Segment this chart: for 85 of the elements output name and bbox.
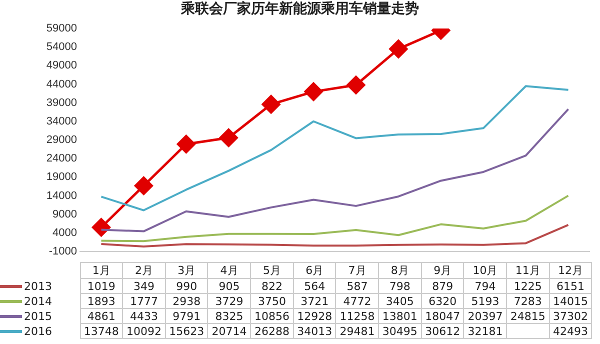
data-label: 6320 bbox=[421, 294, 464, 308]
data-label: 20714 bbox=[208, 324, 251, 338]
data-label: 4772 bbox=[336, 294, 379, 308]
data-label: 6151 bbox=[549, 278, 592, 294]
point bbox=[92, 218, 110, 237]
point bbox=[219, 128, 238, 148]
data-label: 879 bbox=[421, 278, 464, 294]
y-tick-label: 49000 bbox=[46, 60, 77, 72]
data-label: 24815 bbox=[506, 308, 550, 324]
x-tick-label: 1月 bbox=[80, 262, 123, 278]
point bbox=[389, 40, 408, 58]
data-label: 30495 bbox=[378, 324, 422, 338]
data-label: 3729 bbox=[208, 294, 251, 308]
data-label: 13748 bbox=[80, 324, 123, 338]
y-tick-label: -1000 bbox=[48, 246, 77, 258]
y-tick-label: 29000 bbox=[46, 134, 77, 146]
x-tick-label: 11月 bbox=[506, 262, 550, 278]
data-label: 10092 bbox=[122, 324, 166, 338]
data-label: 18047 bbox=[421, 308, 464, 324]
data-label: 1893 bbox=[80, 294, 123, 308]
y-tick-label: 24000 bbox=[46, 152, 77, 165]
data-label: 794 bbox=[464, 278, 507, 294]
data-label: 4433 bbox=[122, 308, 166, 324]
data-label: 4861 bbox=[80, 308, 123, 324]
x-tick-label: 3月 bbox=[165, 262, 208, 278]
data-label: 11258 bbox=[336, 308, 379, 324]
x-tick-label: 10月 bbox=[464, 262, 507, 278]
y-tick-label: 9000 bbox=[52, 208, 77, 220]
data-label: 822 bbox=[250, 278, 294, 294]
legend-label: 2013 bbox=[0, 278, 80, 294]
x-tick-label: 2月 bbox=[122, 262, 166, 278]
legend-label: 2016 bbox=[0, 324, 80, 338]
y-tick-label: 4000 bbox=[52, 226, 77, 239]
point bbox=[134, 176, 153, 195]
point bbox=[346, 76, 366, 94]
data-label: 3750 bbox=[250, 294, 294, 308]
data-label: 37302 bbox=[549, 308, 592, 324]
data-label: 2938 bbox=[165, 294, 208, 308]
data-label: 3405 bbox=[378, 294, 422, 308]
chart-title: 乘联会厂家历年新能源乘用车销量走势 bbox=[180, 0, 420, 18]
data-label: 349 bbox=[122, 278, 166, 294]
y-tick-label: 34000 bbox=[46, 115, 77, 128]
point bbox=[176, 134, 196, 154]
data-label: 990 bbox=[165, 278, 208, 294]
data-label: 30612 bbox=[421, 324, 464, 338]
data-label: 13801 bbox=[378, 308, 422, 324]
data-label: 10856 bbox=[250, 308, 294, 324]
x-tick-label: 6月 bbox=[293, 262, 336, 278]
y-tick-label: 14000 bbox=[46, 190, 77, 202]
y-tick-label: 39000 bbox=[46, 96, 77, 109]
data-label: 15623 bbox=[165, 324, 208, 338]
data-label: 26288 bbox=[250, 324, 294, 338]
data-label: 8325 bbox=[208, 308, 251, 324]
data-label: 905 bbox=[208, 278, 251, 294]
data-label: 1019 bbox=[80, 278, 123, 294]
data-label: 798 bbox=[378, 278, 422, 294]
data-label: 42493 bbox=[549, 324, 592, 338]
data-label: 29481 bbox=[336, 324, 379, 338]
x-tick-label: 5月 bbox=[250, 262, 294, 278]
x-tick-label: 4月 bbox=[208, 262, 251, 278]
data-label: 3721 bbox=[293, 294, 336, 308]
data-label: 12928 bbox=[293, 308, 336, 324]
y-tick-label: 44000 bbox=[46, 78, 77, 90]
point bbox=[262, 95, 280, 114]
data-label: 34013 bbox=[293, 324, 336, 338]
y-tick-label: 54000 bbox=[46, 41, 77, 54]
data-label: 7283 bbox=[506, 294, 550, 308]
data-label: 564 bbox=[293, 278, 336, 294]
x-tick-label: 7月 bbox=[336, 262, 379, 278]
legend-label: 2014 bbox=[0, 294, 80, 308]
x-tick-label: 12月 bbox=[549, 262, 592, 278]
data-label: 1777 bbox=[122, 294, 166, 308]
data-label: 20397 bbox=[464, 308, 507, 324]
data-label: 32181 bbox=[464, 324, 507, 338]
data-label: 587 bbox=[336, 278, 379, 294]
data-label: 1225 bbox=[506, 278, 550, 294]
x-tick-label: 8月 bbox=[378, 262, 422, 278]
data-label: 14015 bbox=[549, 294, 592, 308]
point bbox=[304, 82, 323, 101]
y-tick-label: 59000 bbox=[46, 22, 77, 35]
data-label: 9791 bbox=[165, 308, 208, 324]
data-label: 5193 bbox=[464, 294, 507, 308]
legend-label: 2015 bbox=[0, 308, 80, 324]
x-tick-label: 9月 bbox=[421, 262, 464, 278]
y-tick-label: 19000 bbox=[46, 171, 77, 184]
